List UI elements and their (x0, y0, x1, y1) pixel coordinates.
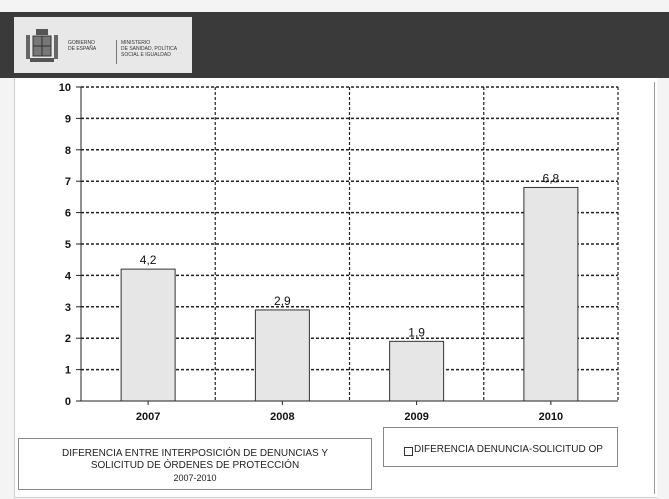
ministry-line-2: DE SANIDAD, POLÍTICA (121, 46, 178, 52)
legend-label: DIFERENCIA DENUNCIA-SOLICITUD OP (414, 444, 603, 455)
chart-title-line-2: SOLICITUD DE ÓRDENES DE PROTECCIÓN (90, 460, 300, 471)
y-tick-label-3: 3 (65, 302, 71, 314)
gov-line-2: DE ESPAÑA (68, 46, 97, 52)
data-label-2010: 6,8 (543, 171, 560, 185)
y-tick-label-8: 8 (65, 145, 71, 157)
bar-2010 (523, 186, 579, 402)
coat-of-arms-icon (26, 29, 58, 62)
y-tick-label-9: 9 (65, 113, 71, 125)
labels-layer: 0 1 2 3 4 5 6 7 8 9 10 4,2 2007 2,9 2008 1,9 2009 6,8 2010 (59, 82, 563, 423)
y-tick-label-0: 0 (65, 396, 71, 408)
axis-layer (76, 86, 618, 405)
legend-swatch (404, 447, 413, 456)
government-label: GOBIERNO DE ESPAÑA (68, 40, 96, 52)
bars-layer (120, 186, 579, 402)
y-tick-label-4: 4 (65, 270, 72, 282)
y-tick-label-10: 10 (59, 82, 71, 94)
chart-title-line-1: DIFERENCIA ENTRE INTERPOSICIÓN DE DENUNC… (62, 448, 328, 459)
gov-line-1: GOBIERNO (68, 40, 95, 46)
data-label-2008: 2,9 (274, 294, 291, 308)
data-label-2009: 1,9 (408, 325, 425, 339)
bar-2008 (254, 309, 310, 402)
chart-subtitle: 2007-2010 (173, 473, 217, 483)
ministry-label: MINISTERIO DE SANIDAD, POLÍTICA SOCIAL E… (121, 40, 177, 58)
bar-2007 (120, 268, 176, 402)
right-rule (654, 82, 655, 494)
y-tick-label-6: 6 (65, 208, 71, 220)
ministry-line-1: MINISTERIO (121, 40, 151, 46)
y-tick-label-2: 2 (65, 333, 71, 345)
y-tick-label-1: 1 (65, 365, 71, 377)
x-tick-label-2008: 2008 (270, 411, 294, 423)
x-tick-label-2009: 2009 (404, 411, 428, 423)
y-tick-label-7: 7 (65, 176, 71, 188)
legend: DIFERENCIA DENUNCIA-SOLICITUD OP (383, 427, 618, 467)
y-tick-label-5: 5 (65, 239, 71, 251)
header-divider (116, 40, 117, 64)
x-tick-label-2010: 2010 (539, 411, 563, 423)
data-label-2007: 4,2 (140, 253, 157, 267)
bar-2009 (389, 340, 445, 402)
chart-title-box: DIFERENCIA ENTRE INTERPOSICIÓN DE DENUNC… (18, 438, 372, 490)
ministry-line-3: SOCIAL E IGUALDAD (121, 52, 171, 58)
x-tick-label-2007: 2007 (136, 411, 160, 423)
